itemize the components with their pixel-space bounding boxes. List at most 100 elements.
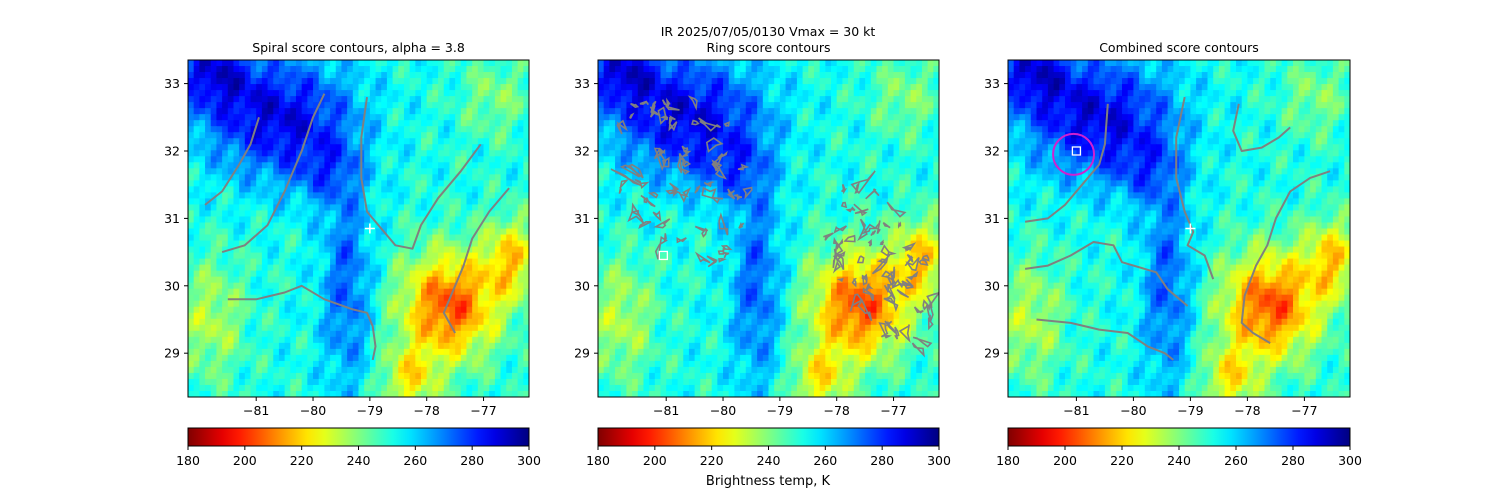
heatmap-cell xyxy=(825,204,831,211)
heatmap-cell xyxy=(273,102,279,109)
heatmap-cell xyxy=(251,96,257,103)
heatmap-cell xyxy=(330,90,336,97)
heatmap-cell xyxy=(466,313,472,320)
heatmap-cell xyxy=(364,337,370,344)
heatmap-cell xyxy=(341,259,347,266)
heatmap-cell xyxy=(905,144,911,151)
heatmap-cell xyxy=(495,66,501,73)
heatmap-cell xyxy=(404,385,410,392)
heatmap-cell xyxy=(307,319,313,326)
heatmap-cell xyxy=(194,331,200,338)
heatmap-cell xyxy=(427,307,433,314)
heatmap-cell xyxy=(825,150,831,157)
heatmap-cell xyxy=(324,90,330,97)
heatmap-cell xyxy=(353,343,359,350)
heatmap-cell xyxy=(700,126,706,133)
heatmap-cell xyxy=(427,150,433,157)
heatmap-cell xyxy=(404,259,410,266)
heatmap-cell xyxy=(769,102,775,109)
heatmap-cell xyxy=(518,367,524,374)
heatmap-cell xyxy=(290,120,296,127)
heatmap-cell xyxy=(233,84,239,91)
heatmap-cell xyxy=(484,253,490,260)
heatmap-cell xyxy=(723,126,729,133)
heatmap-cell xyxy=(689,60,695,67)
heatmap-cell xyxy=(797,84,803,91)
heatmap-cell xyxy=(228,108,234,115)
heatmap-cell xyxy=(347,216,353,223)
heatmap-cell xyxy=(205,361,211,368)
heatmap-cell xyxy=(313,313,319,320)
heatmap-cell xyxy=(695,144,701,151)
heatmap-cell xyxy=(449,114,455,121)
heatmap-cell xyxy=(262,174,268,181)
heatmap-cell xyxy=(415,78,421,85)
heatmap-cell xyxy=(410,66,416,73)
heatmap-cell xyxy=(370,379,376,386)
heatmap-cell xyxy=(410,325,416,332)
heatmap-cell xyxy=(604,174,610,181)
heatmap-cell xyxy=(239,96,245,103)
heatmap-cell xyxy=(466,138,472,145)
heatmap-cell xyxy=(757,66,763,73)
heatmap-cell xyxy=(216,313,222,320)
heatmap-cell xyxy=(478,210,484,217)
heatmap-cell xyxy=(922,78,928,85)
heatmap-cell xyxy=(194,162,200,169)
heatmap-cell xyxy=(233,156,239,163)
heatmap-cell xyxy=(353,355,359,362)
heatmap-cell xyxy=(472,301,478,308)
heatmap-cell xyxy=(905,114,911,121)
heatmap-cell xyxy=(359,349,365,356)
heatmap-cell xyxy=(432,313,438,320)
heatmap-cell xyxy=(302,319,308,326)
heatmap-cell xyxy=(216,72,222,79)
heatmap-cell xyxy=(512,259,518,266)
heatmap-cell xyxy=(615,132,621,139)
heatmap-cell xyxy=(285,373,291,380)
heatmap-cell xyxy=(501,132,507,139)
heatmap-cell xyxy=(922,144,928,151)
heatmap-cell xyxy=(262,367,268,374)
heatmap-cell xyxy=(398,150,404,157)
heatmap-cell xyxy=(438,277,444,284)
heatmap-cell xyxy=(478,253,484,260)
heatmap-cell xyxy=(478,313,484,320)
heatmap-cell xyxy=(501,355,507,362)
heatmap-cell xyxy=(194,265,200,272)
heatmap-cell xyxy=(415,337,421,344)
heatmap-cell xyxy=(461,229,467,236)
heatmap-cell xyxy=(427,192,433,199)
heatmap-cell xyxy=(228,150,234,157)
heatmap-cell xyxy=(621,204,627,211)
heatmap-cell xyxy=(466,186,472,193)
heatmap-cell xyxy=(353,156,359,163)
heatmap-cell xyxy=(472,84,478,91)
heatmap-cell xyxy=(347,229,353,236)
heatmap-cell xyxy=(285,361,291,368)
heatmap-cell xyxy=(615,156,621,163)
heatmap-cell xyxy=(211,331,217,338)
heatmap-cell xyxy=(262,313,268,320)
heatmap-cell xyxy=(353,186,359,193)
heatmap-cell xyxy=(780,102,786,109)
heatmap-cell xyxy=(723,96,729,103)
heatmap-cell xyxy=(774,150,780,157)
heatmap-cell xyxy=(888,84,894,91)
heatmap-cell xyxy=(245,289,251,296)
heatmap-cell xyxy=(359,216,365,223)
heatmap-cell xyxy=(489,126,495,133)
heatmap-cell xyxy=(717,180,723,187)
heatmap-cell xyxy=(324,343,330,350)
heatmap-cell xyxy=(404,180,410,187)
heatmap-cell xyxy=(290,180,296,187)
heatmap-cell xyxy=(466,361,472,368)
heatmap-cell xyxy=(734,108,740,115)
heatmap-cell xyxy=(786,144,792,151)
heatmap-cell xyxy=(478,235,484,242)
heatmap-cell xyxy=(245,60,251,67)
heatmap-cell xyxy=(262,379,268,386)
heatmap-cell xyxy=(604,144,610,151)
heatmap-cell xyxy=(712,150,718,157)
heatmap-cell xyxy=(598,72,604,79)
